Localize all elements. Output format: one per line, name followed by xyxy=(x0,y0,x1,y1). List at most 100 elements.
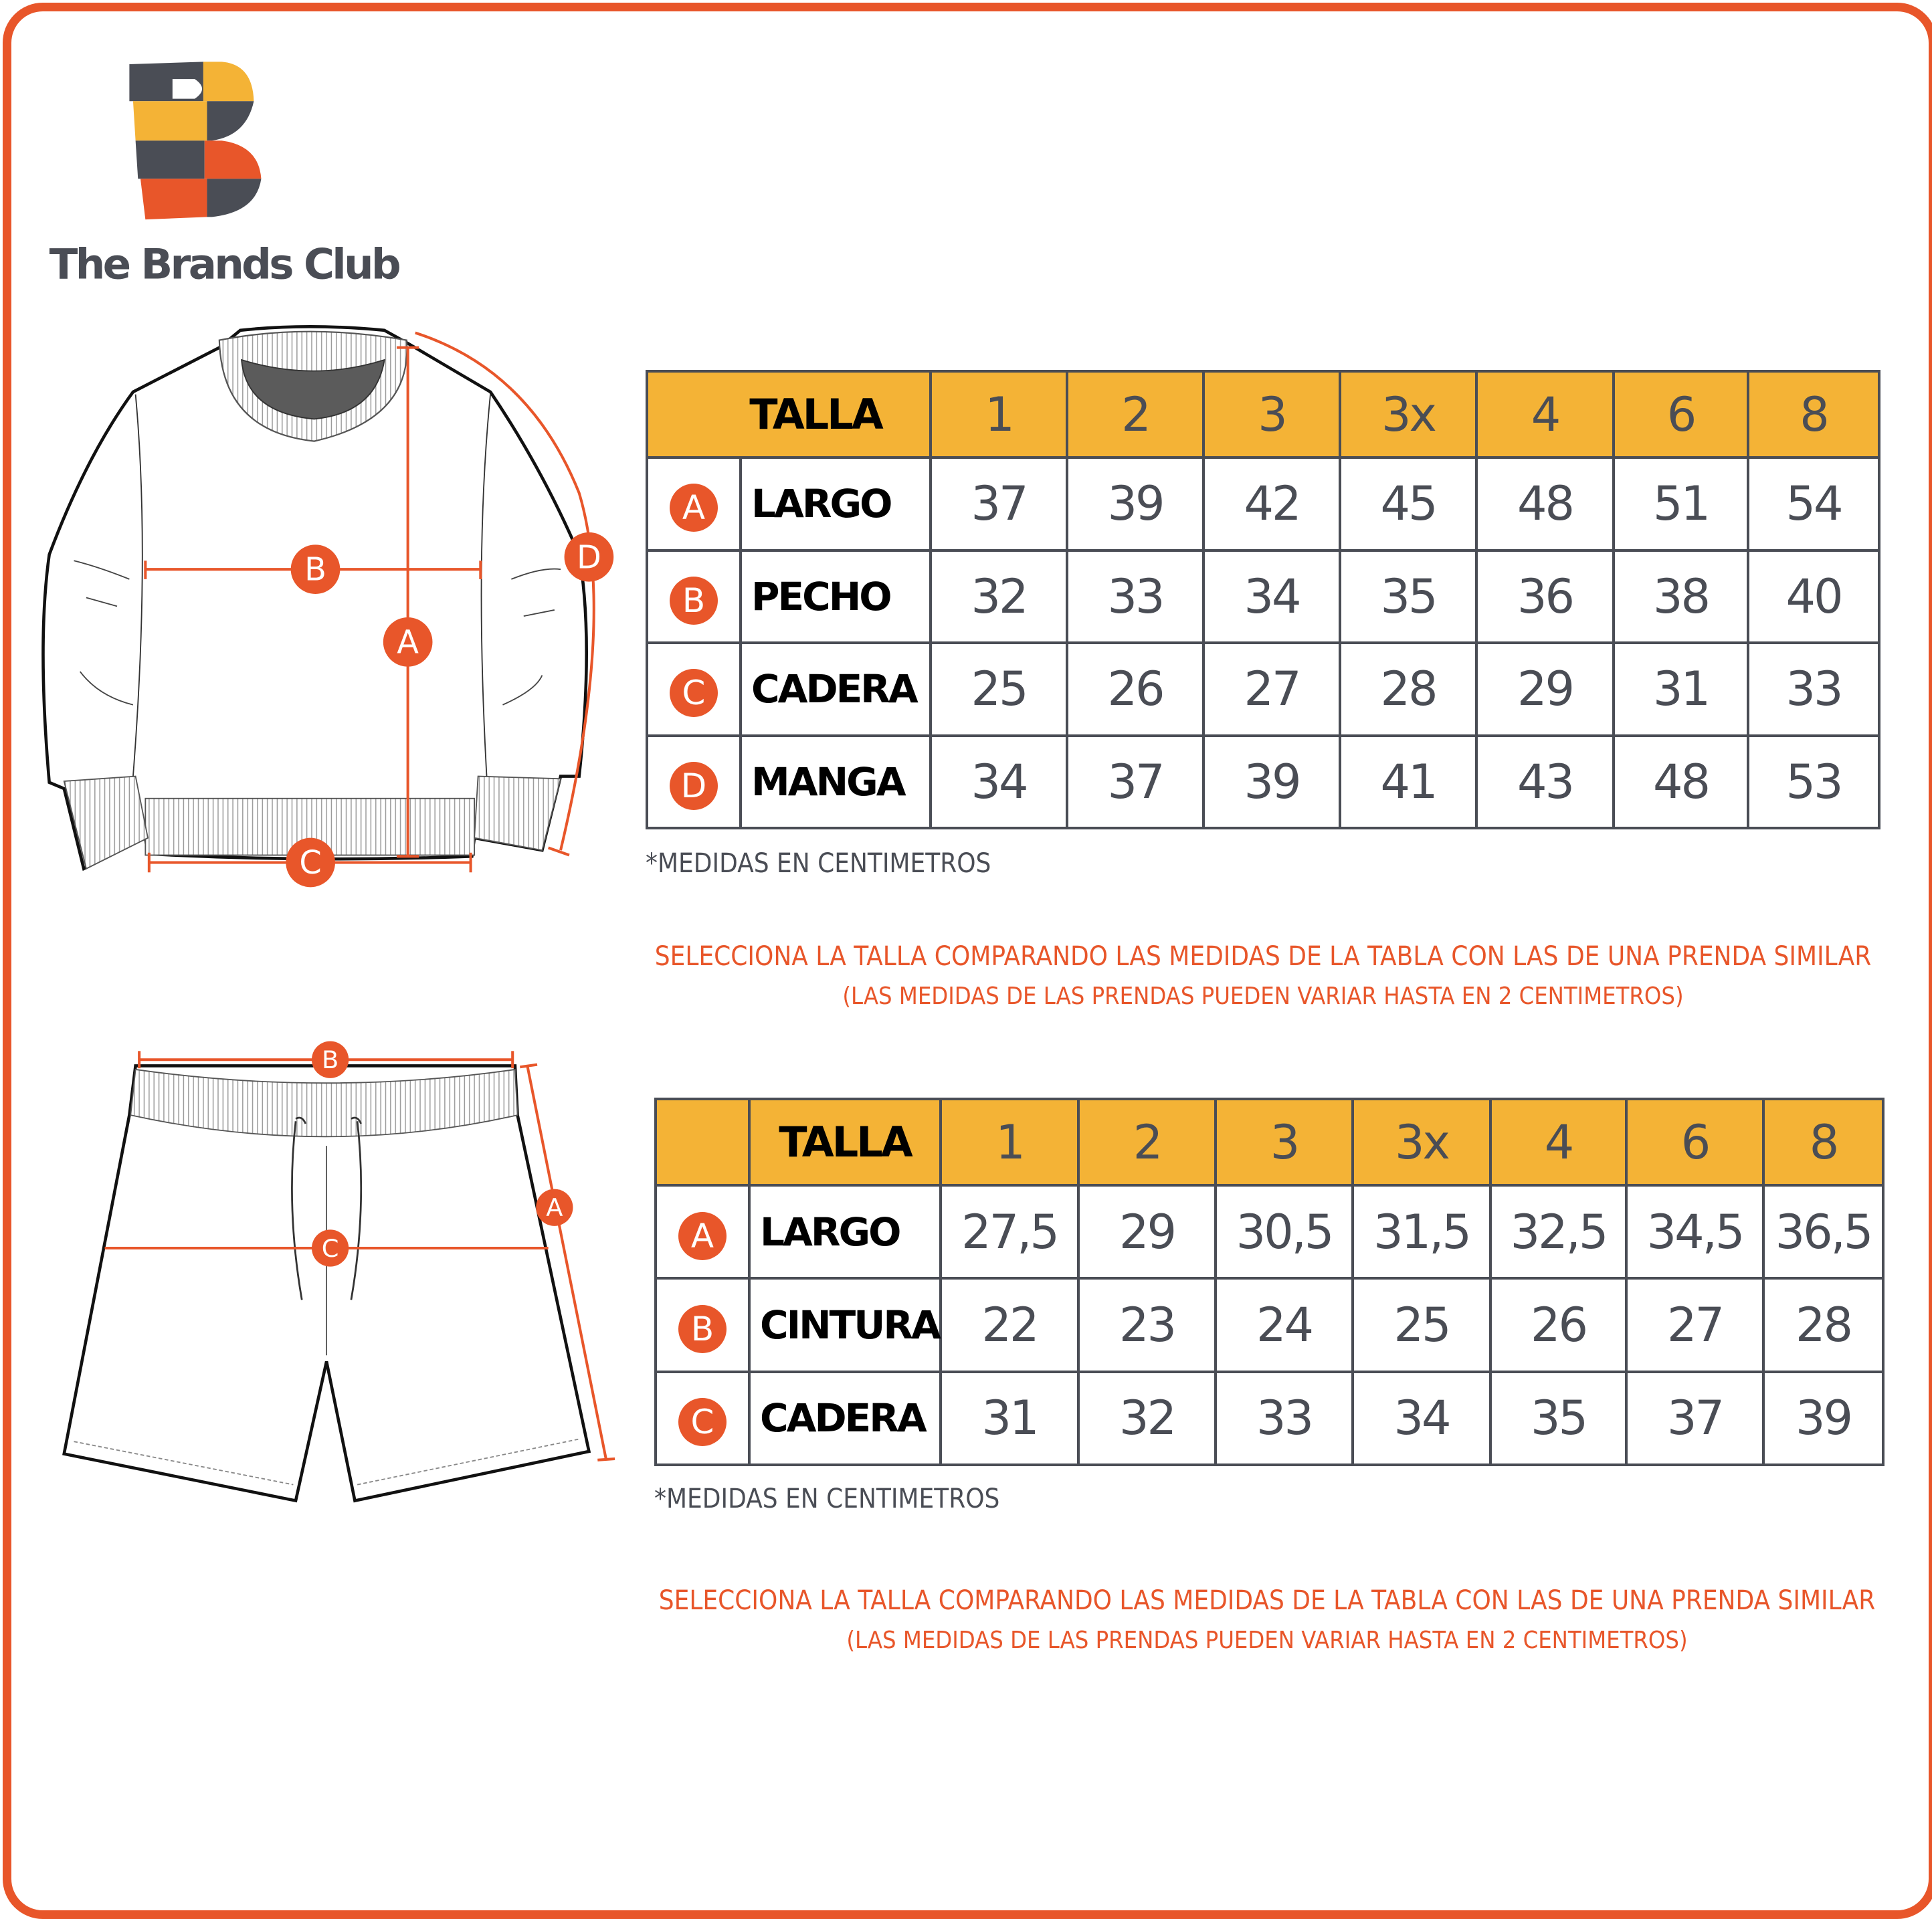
table-row-largo: A LARGO 27,5 29 30,5 31,5 32,5 34,5 36,5 xyxy=(654,1183,1885,1280)
size-header-2: 2 xyxy=(1077,1098,1217,1187)
badge-a: A xyxy=(397,624,419,661)
cell-value: 48 xyxy=(1612,734,1749,829)
size-header-8: 8 xyxy=(1762,1098,1885,1187)
size-header-1: 1 xyxy=(939,1098,1080,1187)
row-label: CADERA xyxy=(739,641,932,737)
badge-cell: A xyxy=(654,1183,751,1280)
row-label: MANGA xyxy=(739,734,932,829)
table-header-row: TALLA 1 2 3 3x 4 6 8 xyxy=(646,370,1880,459)
cell-value: 37 xyxy=(1066,734,1205,829)
cell-value: 39 xyxy=(1066,456,1205,552)
row-label: PECHO xyxy=(739,548,932,644)
cell-value: 31 xyxy=(939,1370,1080,1467)
row-label: CADERA xyxy=(748,1370,942,1467)
cell-value: 35 xyxy=(1489,1370,1628,1467)
shorts-advice: SELECCIONA LA TALLA COMPARANDO LAS MEDID… xyxy=(598,1581,1932,1661)
badge-cell: B xyxy=(654,1277,751,1373)
badge-a: A xyxy=(678,1211,727,1260)
advice-line-1: SELECCIONA LA TALLA COMPARANDO LAS MEDID… xyxy=(658,1585,1876,1616)
cell-value: 22 xyxy=(939,1277,1080,1373)
advice-line-2: (LAS MEDIDAS DE LAS PRENDAS PUEDEN VARIA… xyxy=(842,983,1684,1010)
cell-value: 34 xyxy=(1351,1370,1492,1467)
table-row-manga: D MANGA 34 37 39 41 43 48 53 xyxy=(646,734,1880,829)
badge-cell: C xyxy=(646,641,742,737)
cell-value: 29 xyxy=(1077,1183,1217,1280)
cell-value: 36,5 xyxy=(1762,1183,1885,1280)
cell-value: 33 xyxy=(1747,641,1880,737)
cell-value: 24 xyxy=(1214,1277,1354,1373)
cell-value: 27 xyxy=(1625,1277,1765,1373)
cell-value: 35 xyxy=(1339,548,1478,644)
cell-value: 28 xyxy=(1762,1277,1885,1373)
cell-value: 33 xyxy=(1066,548,1205,644)
talla-header: TALLA xyxy=(748,1098,942,1187)
cell-value: 40 xyxy=(1747,548,1880,644)
size-header-4: 4 xyxy=(1489,1098,1628,1187)
badge-b: B xyxy=(678,1304,727,1353)
cell-value: 32,5 xyxy=(1489,1183,1628,1280)
cell-value: 27 xyxy=(1202,641,1341,737)
badge-c: C xyxy=(670,669,718,718)
cell-value: 23 xyxy=(1077,1277,1217,1373)
advice-line-2: (LAS MEDIDAS DE LAS PRENDAS PUEDEN VARIA… xyxy=(846,1627,1688,1654)
cell-value: 34,5 xyxy=(1625,1183,1765,1280)
cell-value: 33 xyxy=(1214,1370,1354,1467)
size-header-1: 1 xyxy=(929,370,1068,459)
cell-value: 34 xyxy=(929,734,1068,829)
badge-a: A xyxy=(670,484,718,532)
cell-value: 45 xyxy=(1339,456,1478,552)
sweater-illustration: A B C D xyxy=(41,325,614,888)
cell-value: 31 xyxy=(1612,641,1749,737)
badge-d: D xyxy=(577,539,601,576)
size-header-2: 2 xyxy=(1066,370,1205,459)
badge-cell: D xyxy=(646,734,742,829)
badge-cell: A xyxy=(646,456,742,552)
cell-value: 38 xyxy=(1612,548,1749,644)
badge-b: B xyxy=(304,552,326,589)
advice-line-1: SELECCIONA LA TALLA COMPARANDO LAS MEDID… xyxy=(654,941,1872,972)
brand-name: The Brands Club xyxy=(50,239,399,288)
shorts-illustration: A B C xyxy=(62,1041,615,1503)
cell-value: 32 xyxy=(929,548,1068,644)
table-row-cintura: B CINTURA 22 23 24 25 26 27 28 xyxy=(654,1277,1885,1373)
cell-value: 25 xyxy=(929,641,1068,737)
table-row-cadera: C CADERA 31 32 33 34 35 37 39 xyxy=(654,1370,1885,1467)
cell-value: 32 xyxy=(1077,1370,1217,1467)
size-header-3x: 3x xyxy=(1351,1098,1492,1187)
table-row-cadera: C CADERA 25 26 27 28 29 31 33 xyxy=(646,641,1880,737)
shorts-badge-b: B xyxy=(322,1045,339,1074)
cell-value: 39 xyxy=(1762,1370,1885,1467)
cell-value: 25 xyxy=(1351,1277,1492,1373)
size-header-6: 6 xyxy=(1625,1098,1765,1187)
header-empty-cell xyxy=(654,1098,751,1187)
shorts-badge-c: C xyxy=(322,1234,339,1263)
cell-value: 51 xyxy=(1612,456,1749,552)
cell-value: 42 xyxy=(1202,456,1341,552)
shorts-badge-a: A xyxy=(546,1193,563,1222)
row-label: CINTURA xyxy=(748,1277,942,1373)
table-header-row: TALLA 1 2 3 3x 4 6 8 xyxy=(654,1098,1885,1187)
table-row-pecho: B PECHO 32 33 34 35 36 38 40 xyxy=(646,548,1880,644)
size-header-3x: 3x xyxy=(1339,370,1478,459)
size-header-6: 6 xyxy=(1612,370,1749,459)
cell-value: 31,5 xyxy=(1351,1183,1492,1280)
badge-b: B xyxy=(670,576,718,625)
badge-cell: B xyxy=(646,548,742,644)
cell-value: 26 xyxy=(1066,641,1205,737)
shorts-size-table: TALLA 1 2 3 3x 4 6 8 A LARGO 27,5 29 30,5 31,5 32,5 34,… xyxy=(654,1098,1885,1467)
shorts-units-note: *MEDIDAS EN CENTIMETROS xyxy=(654,1484,1000,1514)
cell-value: 29 xyxy=(1475,641,1615,737)
badge-d: D xyxy=(670,761,718,810)
badge-c: C xyxy=(299,845,321,882)
cell-value: 26 xyxy=(1489,1277,1628,1373)
size-header-4: 4 xyxy=(1475,370,1615,459)
cell-value: 27,5 xyxy=(939,1183,1080,1280)
cell-value: 28 xyxy=(1339,641,1478,737)
cell-value: 36 xyxy=(1475,548,1615,644)
cell-value: 30,5 xyxy=(1214,1183,1354,1280)
badge-c: C xyxy=(678,1398,727,1447)
talla-header: TALLA xyxy=(646,370,932,459)
brand-logo: The Brands Club xyxy=(50,62,402,288)
sweater-units-note: *MEDIDAS EN CENTIMETROS xyxy=(646,848,991,879)
